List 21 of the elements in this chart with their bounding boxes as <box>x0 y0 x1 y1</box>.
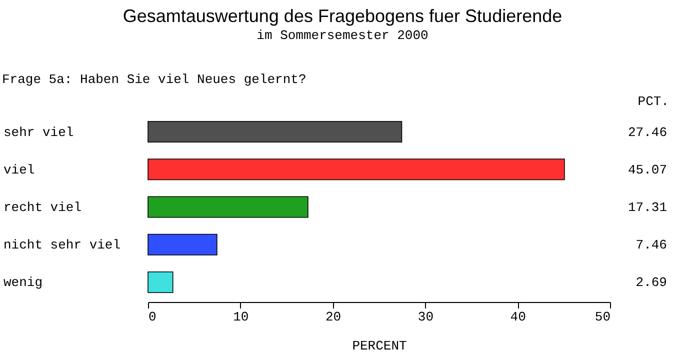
y-tick-label: sehr viel <box>4 124 74 140</box>
data-label: 27.46 <box>628 124 667 140</box>
y-tick-label: recht viel <box>4 200 82 215</box>
x-axis-title: PERCENT <box>352 338 408 354</box>
x-tick-label: 40 <box>510 310 526 324</box>
x-tick-label: 20 <box>325 310 342 324</box>
data-label: 2.69 <box>636 275 667 290</box>
data-label: 45.07 <box>628 162 667 178</box>
x-tick-label: 10 <box>233 310 249 324</box>
y-tick-label: viel <box>4 162 35 178</box>
text: PCT. <box>638 94 669 109</box>
text: Frage 5a: Haben Sie viel Neues gelernt? <box>2 72 306 87</box>
data-label: 17.31 <box>628 200 668 215</box>
y-tick-label: wenig <box>4 275 43 290</box>
chart-subtitle: im Sommersemester 2000 <box>256 28 430 43</box>
y-tick-label: nicht sehr viel <box>4 238 121 253</box>
x-tick-label: 50 <box>594 310 610 324</box>
chart-title: Gesamtauswertung des Fragebogens fuer Studierende <box>122 6 564 27</box>
data-label: 7.46 <box>636 238 667 253</box>
x-tick-label: 30 <box>418 310 434 324</box>
x-tick-label: 0 <box>148 310 156 324</box>
